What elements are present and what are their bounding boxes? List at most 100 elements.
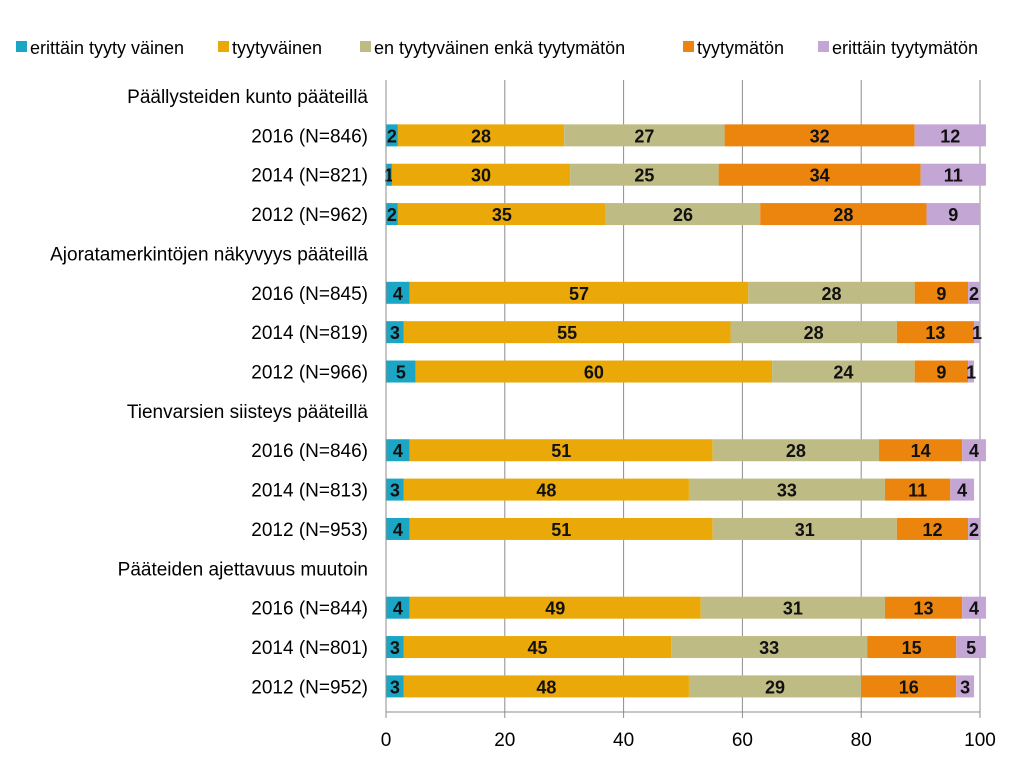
bar-segment <box>688 675 862 698</box>
bar-segment <box>950 478 975 501</box>
bar-value-label: 33 <box>777 481 797 501</box>
bar-value-label: 3 <box>390 481 400 501</box>
row-label: 2014 (N=801) <box>251 638 368 659</box>
bar-segment <box>386 636 404 659</box>
bar-segment <box>926 203 980 226</box>
bar-segment <box>861 675 957 698</box>
bar-value-label: 31 <box>783 599 803 619</box>
bar-value-label: 33 <box>759 638 779 658</box>
bar-value-label: 27 <box>634 126 654 146</box>
bar-value-label: 28 <box>833 205 853 225</box>
x-tick-label-60: 60 <box>732 730 753 751</box>
bar-segment <box>914 360 969 383</box>
bar-value-label: 12 <box>922 520 942 540</box>
x-tick-label-80: 80 <box>851 730 872 751</box>
bar-value-label: 11 <box>908 481 927 501</box>
legend-label-3: en tyytyväinen enkä tyytymätön <box>374 38 625 58</box>
bar-value-label: 4 <box>957 481 967 501</box>
category-header-label: Päällysteiden kunto pääteillä <box>127 87 368 108</box>
row-label: 2014 (N=821) <box>251 166 368 187</box>
bar-value-label: 28 <box>804 323 824 343</box>
bar-value-label: 9 <box>936 284 946 304</box>
bar-value-label: 9 <box>936 363 946 383</box>
bar-segment <box>386 321 404 344</box>
bar-segment <box>397 203 606 226</box>
row-label: 2016 (N=846) <box>251 441 368 462</box>
legend-swatch-3 <box>360 41 371 52</box>
bar-value-label: 16 <box>899 677 919 697</box>
bar-value-label: 5 <box>396 363 406 383</box>
bar-value-label: 13 <box>925 323 945 343</box>
bar-segment <box>884 478 951 501</box>
bar-segment <box>386 478 404 501</box>
legend-label-1: erittäin tyyty väinen <box>30 38 184 58</box>
bar-segment <box>730 321 897 344</box>
bar-value-label: 35 <box>492 205 512 225</box>
bar-value-label: 2 <box>969 520 979 540</box>
bar-segment <box>712 439 880 462</box>
bar-value-label: 4 <box>393 599 403 619</box>
bar-segment <box>409 596 701 619</box>
bar-segment <box>956 636 986 659</box>
bar-value-label: 51 <box>551 441 571 461</box>
bar-segment <box>386 163 392 186</box>
bar-segment <box>968 281 980 304</box>
bar-segment <box>896 321 975 344</box>
bar-segment <box>564 124 725 147</box>
bar-segment <box>570 163 719 186</box>
bar-value-label: 3 <box>390 323 400 343</box>
bar-segment <box>884 596 963 619</box>
bar-segment <box>968 517 980 540</box>
bar-value-label: 1 <box>966 363 976 383</box>
bar-segment <box>386 281 410 304</box>
bar-segment <box>391 163 571 186</box>
bar-value-label: 14 <box>911 441 931 461</box>
bar-value-label: 4 <box>969 599 979 619</box>
bar-segment <box>397 124 565 147</box>
bar-segment <box>403 675 689 698</box>
bar-segment <box>688 478 885 501</box>
bar-segment <box>760 203 927 226</box>
row-label: 2016 (N=845) <box>251 284 368 305</box>
row-label: 2014 (N=813) <box>251 481 368 502</box>
bar-value-label: 28 <box>786 441 806 461</box>
bar-segment <box>386 596 410 619</box>
bar-segment <box>867 636 957 659</box>
bar-segment <box>415 360 773 383</box>
bar-segment <box>409 517 713 540</box>
bar-segment <box>974 321 980 344</box>
bar-segment <box>403 321 731 344</box>
bar-value-label: 28 <box>471 126 491 146</box>
bar-segment <box>403 478 689 501</box>
bar-value-label: 26 <box>673 205 693 225</box>
bar-value-label: 48 <box>536 677 556 697</box>
category-header-label: Pääteiden ajettavuus muutoin <box>118 559 368 580</box>
bar-segment <box>748 281 915 304</box>
category-header-label: Tienvarsien siisteys pääteillä <box>127 402 369 423</box>
bar-segment <box>962 596 986 619</box>
bar-value-label: 2 <box>969 284 979 304</box>
bar-value-label: 48 <box>536 481 556 501</box>
bar-value-label: 3 <box>390 638 400 658</box>
bar-segment <box>671 636 868 659</box>
bar-value-label: 1 <box>384 166 394 186</box>
bar-segment <box>956 675 975 698</box>
bar-value-label: 60 <box>584 363 604 383</box>
bar-segment <box>718 163 921 186</box>
legend-label-4: tyytymätön <box>697 38 784 58</box>
bar-value-label: 4 <box>393 284 403 304</box>
bar-segment <box>968 360 975 383</box>
bar-value-label: 34 <box>810 166 830 186</box>
bar-segment <box>386 439 410 462</box>
bar-segment <box>386 675 404 698</box>
bar-segment <box>605 203 761 226</box>
row-label: 2012 (N=962) <box>251 205 368 226</box>
bar-value-label: 24 <box>833 363 853 383</box>
bar-segment <box>403 636 672 659</box>
bar-value-label: 25 <box>634 166 654 186</box>
legend-swatch-2 <box>218 41 229 52</box>
bar-segment <box>386 360 416 383</box>
legend-label-2: tyytyväinen <box>232 38 322 58</box>
legend-swatch-5 <box>818 41 829 52</box>
